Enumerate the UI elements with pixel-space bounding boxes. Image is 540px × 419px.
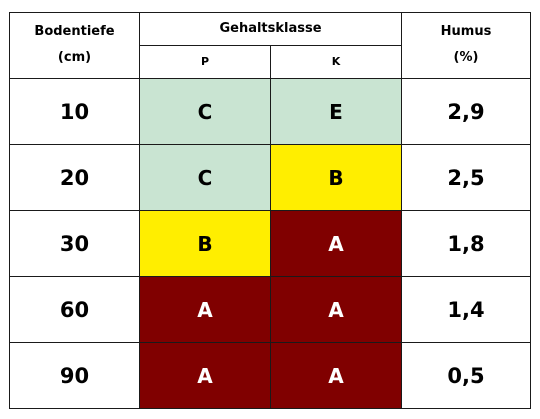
header-humus: Humus (%): [401, 12, 531, 79]
cell-humus: 1,4: [401, 276, 531, 343]
cell-humus: 2,5: [401, 144, 531, 211]
header-depth: Bodentiefe (cm): [9, 12, 140, 79]
cell-depth: 20: [9, 144, 140, 211]
cell-class-k: B: [270, 144, 402, 211]
cell-class-k: A: [270, 342, 402, 409]
table-row: 60 A A 1,4: [9, 276, 531, 343]
header-class-p: P: [139, 45, 271, 79]
cell-humus: 1,8: [401, 210, 531, 277]
header-class: Gehaltsklasse: [139, 12, 402, 46]
header-humus-title: Humus: [440, 24, 492, 39]
cell-class-p: C: [139, 78, 271, 145]
cell-depth: 10: [9, 78, 140, 145]
table-row: 10 C E 2,9: [9, 78, 531, 145]
table-row: 90 A A 0,5: [9, 342, 531, 409]
cell-depth: 90: [9, 342, 140, 409]
table-row: 30 B A 1,8: [9, 210, 531, 277]
header-depth-title: Bodentiefe: [34, 24, 115, 39]
soil-nutrient-table: Bodentiefe (cm) Gehaltsklasse Humus (%) …: [9, 12, 531, 409]
table-header: Bodentiefe (cm) Gehaltsklasse Humus (%) …: [9, 12, 531, 79]
cell-depth: 60: [9, 276, 140, 343]
cell-class-p: A: [139, 276, 271, 343]
header-depth-unit: (cm): [57, 50, 92, 65]
cell-depth: 30: [9, 210, 140, 277]
cell-class-k: A: [270, 210, 402, 277]
cell-class-k: E: [270, 78, 402, 145]
cell-class-p: B: [139, 210, 271, 277]
cell-humus: 2,9: [401, 78, 531, 145]
cell-class-p: C: [139, 144, 271, 211]
header-humus-unit: (%): [453, 50, 479, 65]
table-body: 10 C E 2,9 20 C B 2,5 30 B A 1,8 60 A A: [9, 78, 531, 409]
table-row: 20 C B 2,5: [9, 144, 531, 211]
cell-class-p: A: [139, 342, 271, 409]
header-class-k: K: [270, 45, 402, 79]
cell-humus: 0,5: [401, 342, 531, 409]
cell-class-k: A: [270, 276, 402, 343]
